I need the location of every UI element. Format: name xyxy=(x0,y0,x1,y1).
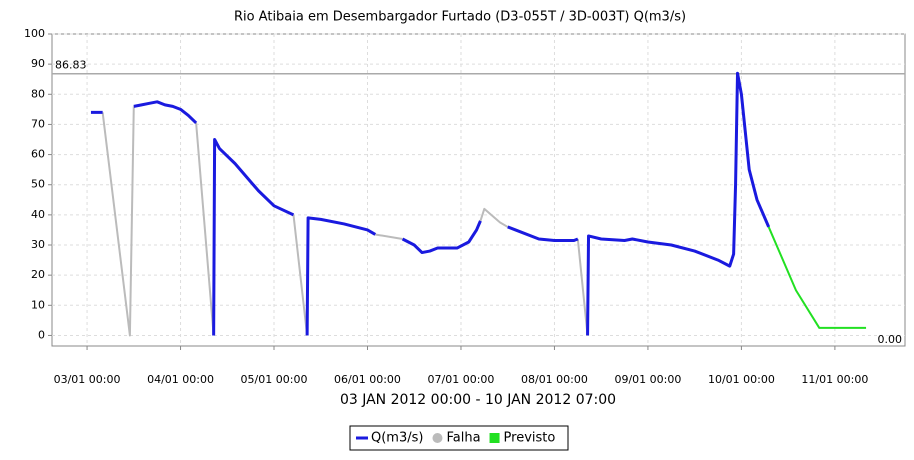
reference-label: 86.83 xyxy=(55,59,87,72)
chart-title: Rio Atibaia em Desembargador Furtado (D3… xyxy=(234,10,686,25)
y-tick-label: 50 xyxy=(31,178,45,191)
legend-label: Q(m3/s) xyxy=(371,431,423,446)
x-tick-label: 09/01 00:00 xyxy=(614,373,681,386)
x-tick-label: 10/01 00:00 xyxy=(708,373,775,386)
legend-box xyxy=(349,425,569,451)
x-tick-label: 04/01 00:00 xyxy=(147,373,214,386)
x-tick-label: 06/01 00:00 xyxy=(334,373,401,386)
y-tick-label: 10 xyxy=(31,298,45,311)
end-label: 0.00 xyxy=(878,333,903,346)
y-tick-label: 60 xyxy=(31,148,45,161)
x-tick-label: 03/01 00:00 xyxy=(54,373,121,386)
y-tick-label: 90 xyxy=(31,57,45,70)
series-line xyxy=(767,226,867,329)
y-tick-label: 70 xyxy=(31,117,45,130)
y-tick-label: 80 xyxy=(31,87,45,100)
series-line xyxy=(90,71,771,336)
x-tick-label: 11/01 00:00 xyxy=(801,373,868,386)
legend-swatch xyxy=(432,433,443,443)
y-tick-label: 100 xyxy=(24,27,45,40)
x-tick-label: 07/01 00:00 xyxy=(428,373,495,386)
series-line xyxy=(101,106,589,337)
y-tick-label: 20 xyxy=(31,268,45,281)
x-tick-label: 08/01 00:00 xyxy=(521,373,588,386)
plot-area xyxy=(51,33,906,347)
y-tick-label: 40 xyxy=(31,208,45,221)
legend-swatch xyxy=(489,433,500,443)
x-axis-label: 03 JAN 2012 00:00 - 10 JAN 2012 07:00 xyxy=(340,392,616,408)
y-tick-label: 0 xyxy=(38,328,45,341)
legend-label: Falha xyxy=(446,431,480,446)
y-tick-label: 30 xyxy=(31,238,45,251)
legend-label: Previsto xyxy=(504,431,556,446)
x-tick-label: 05/01 00:00 xyxy=(241,373,308,386)
